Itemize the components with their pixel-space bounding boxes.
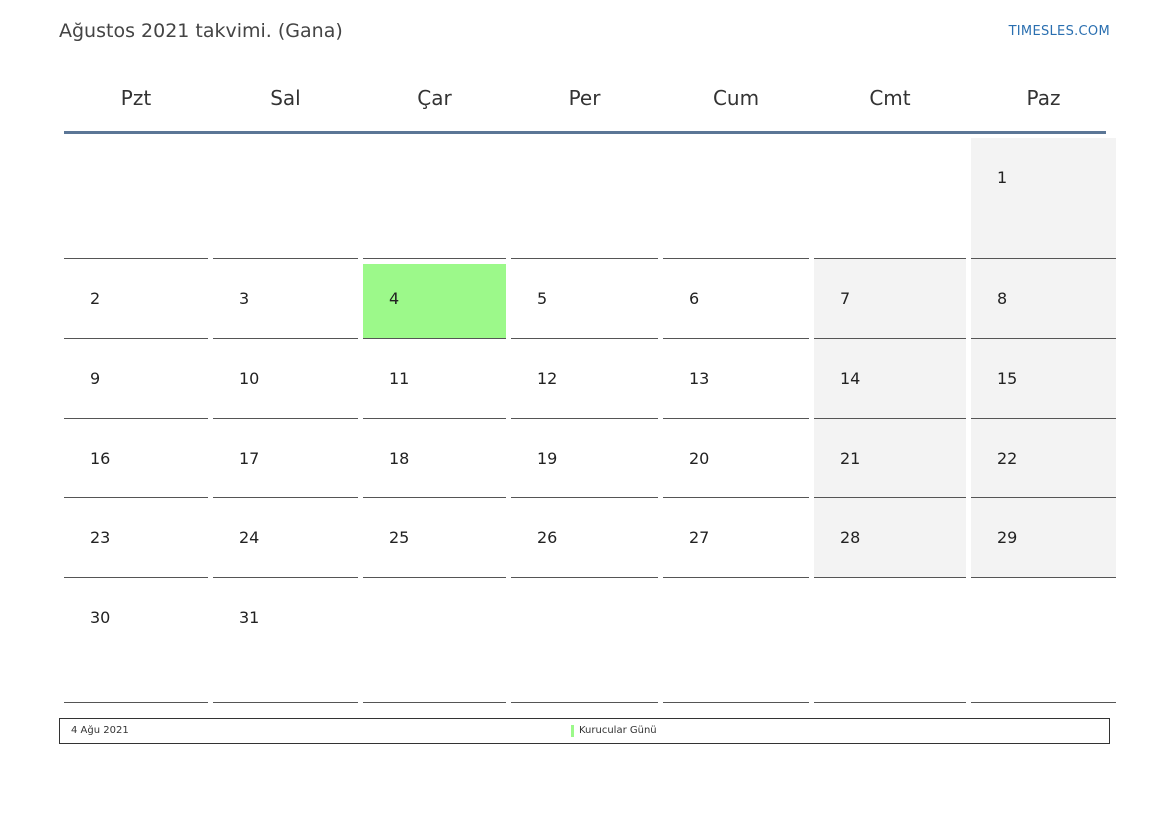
day-number: 24	[239, 528, 260, 547]
day-number: 13	[689, 369, 710, 388]
day-number: 26	[537, 528, 558, 547]
day-number: 30	[90, 608, 111, 627]
day-cell: 20	[663, 419, 809, 498]
day-cell	[511, 578, 658, 703]
weekday-wed: Çar	[417, 86, 452, 110]
day-number: 25	[389, 528, 410, 547]
legend-holiday-name: Kurucular Günü	[579, 725, 657, 736]
day-cell	[663, 578, 809, 703]
day-cell	[363, 138, 506, 259]
legend-date: 4 Ağu 2021	[71, 725, 129, 736]
day-number: 12	[537, 369, 558, 388]
weekday-sat: Cmt	[869, 86, 911, 110]
day-number: 11	[389, 369, 410, 388]
day-number: 9	[90, 369, 101, 388]
day-cell: 14	[814, 339, 966, 419]
site-link[interactable]: TIMESLES.COM	[1008, 24, 1110, 39]
day-cell: 2	[64, 259, 208, 339]
day-cell	[213, 138, 358, 259]
day-cell: 5	[511, 259, 658, 339]
day-cell	[971, 578, 1116, 703]
day-cell: 7	[814, 259, 966, 339]
day-cell: 26	[511, 498, 658, 578]
day-cell: 12	[511, 339, 658, 419]
day-cell: 24	[213, 498, 358, 578]
day-number: 31	[239, 608, 260, 627]
day-number: 29	[997, 528, 1018, 547]
day-number: 16	[90, 449, 111, 468]
day-cell: 15	[971, 339, 1116, 419]
day-cell: 11	[363, 339, 506, 419]
header-divider	[64, 131, 1106, 134]
day-cell: 25	[363, 498, 506, 578]
day-number: 23	[90, 528, 111, 547]
weekday-header: Pzt Sal Çar Per Cum Cmt Paz	[64, 76, 1106, 132]
day-number: 4	[389, 289, 400, 308]
day-cell: 1	[971, 138, 1116, 259]
day-cell: 6	[663, 259, 809, 339]
day-cell: 27	[663, 498, 809, 578]
day-cell: 30	[64, 578, 208, 703]
day-cell: 28	[814, 498, 966, 578]
day-cell	[363, 578, 506, 703]
day-number: 28	[840, 528, 861, 547]
day-cell: 31	[213, 578, 358, 703]
day-number: 1	[997, 168, 1008, 187]
day-number: 21	[840, 449, 861, 468]
day-cell: 18	[363, 419, 506, 498]
day-cell: 21	[814, 419, 966, 498]
weekday-fri: Cum	[712, 86, 760, 110]
day-number: 17	[239, 449, 260, 468]
holiday-legend: 4 Ağu 2021 Kurucular Günü	[59, 718, 1110, 744]
day-number: 22	[997, 449, 1018, 468]
weekday-tue: Sal	[270, 86, 301, 110]
day-cell: 10	[213, 339, 358, 419]
day-cell: 16	[64, 419, 208, 498]
day-cell: 8	[971, 259, 1116, 339]
day-cell: 13	[663, 339, 809, 419]
weekday-mon: Pzt	[120, 86, 152, 110]
day-number: 27	[689, 528, 710, 547]
weekday-sun: Paz	[1026, 86, 1061, 110]
day-number: 3	[239, 289, 250, 308]
day-number: 5	[537, 289, 548, 308]
holiday-highlight	[363, 264, 506, 338]
day-cell	[814, 578, 966, 703]
day-number: 10	[239, 369, 260, 388]
day-number: 18	[389, 449, 410, 468]
day-number: 2	[90, 289, 101, 308]
day-number: 19	[537, 449, 558, 468]
day-cell: 22	[971, 419, 1116, 498]
day-number: 8	[997, 289, 1008, 308]
day-number: 14	[840, 369, 861, 388]
day-cell: 9	[64, 339, 208, 419]
day-cell: 19	[511, 419, 658, 498]
day-cell: 3	[213, 259, 358, 339]
day-cell	[663, 138, 809, 259]
holiday-cell: 4	[363, 259, 506, 339]
day-cell: 29	[971, 498, 1116, 578]
day-cell	[814, 138, 966, 259]
day-number: 7	[840, 289, 851, 308]
day-number: 6	[689, 289, 700, 308]
page-title: Ağustos 2021 takvimi. (Gana)	[59, 20, 343, 42]
day-number: 20	[689, 449, 710, 468]
calendar-grid: 1 2 3 4 5 6 7 8 9 10 11 12 13 14 15 16 1…	[64, 138, 1116, 703]
day-cell	[64, 138, 208, 259]
day-number: 15	[997, 369, 1018, 388]
day-cell: 17	[213, 419, 358, 498]
day-cell: 23	[64, 498, 208, 578]
day-cell	[511, 138, 658, 259]
weekday-thu: Per	[568, 86, 601, 110]
legend-color-marker	[571, 725, 574, 737]
